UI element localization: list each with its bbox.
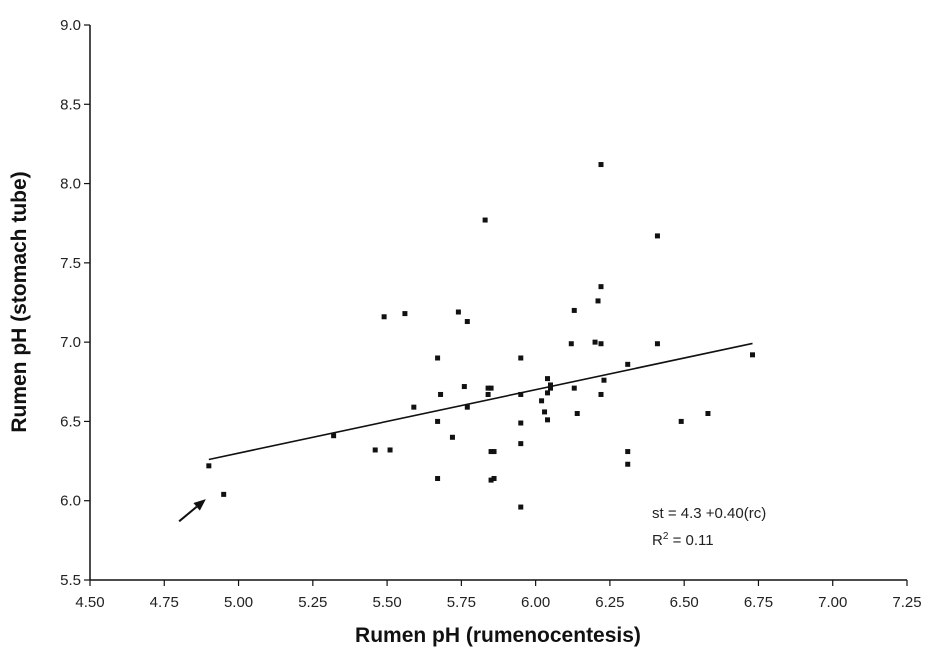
data-point (485, 391, 491, 397)
x-tick-label: 6.25 (595, 594, 624, 611)
r-squared-label: R2 = 0.11 (652, 531, 714, 549)
data-point (461, 384, 467, 390)
data-point (381, 314, 387, 320)
data-point (601, 377, 607, 383)
data-point (542, 409, 548, 415)
data-point (221, 491, 227, 497)
data-point (547, 385, 553, 391)
data-point (518, 504, 524, 510)
axes-group: 4.50 4.75 5.00 5.25 5.50 5.75 6.00 6.25 6.50 6.75… (60, 17, 921, 611)
data-point (705, 411, 711, 416)
r-squared-prefix: R (652, 532, 663, 549)
data-point (545, 390, 551, 396)
data-point (464, 404, 470, 410)
data-point (571, 307, 577, 313)
data-point (547, 382, 553, 388)
data-point (482, 217, 488, 223)
data-point (488, 449, 494, 455)
data-point (595, 298, 601, 304)
y-tick-label: 5.5 (60, 572, 81, 589)
data-point (625, 361, 631, 367)
y-tick-label: 8.5 (60, 96, 81, 113)
data-point (455, 309, 461, 315)
x-tick-label: 5.50 (372, 594, 401, 611)
data-point (518, 391, 524, 397)
x-tick-label: 5.25 (298, 594, 327, 611)
data-point (435, 476, 441, 482)
x-tick-label: 6.00 (521, 594, 550, 611)
data-point (545, 417, 551, 423)
data-point (598, 341, 604, 347)
regression-line (208, 342, 753, 461)
data-point (435, 418, 441, 424)
data-point (331, 433, 337, 439)
x-tick-label: 7.00 (818, 594, 847, 611)
data-point (518, 355, 524, 361)
data-point (654, 341, 660, 347)
x-tick-label: 4.50 (75, 594, 104, 611)
arrow-head-icon (193, 499, 206, 511)
data-point (598, 391, 604, 397)
r-squared-value: = 0.11 (668, 532, 713, 549)
y-axis-title: Rumen pH (stomach tube) (8, 171, 31, 432)
data-point (568, 341, 574, 347)
data-point (488, 385, 494, 391)
data-point (372, 447, 378, 453)
regression-equation: st = 4.3 +0.40(rc) (652, 505, 766, 522)
x-tick-label: 7.25 (892, 594, 921, 611)
data-point (485, 385, 491, 391)
y-tick-label: 9.0 (60, 17, 81, 34)
y-ticks-group: 5.5 6.0 6.5 7.0 7.5 8.0 8.5 9.0 (60, 17, 90, 589)
x-ticks-group: 4.50 4.75 5.00 5.25 5.50 5.75 6.00 6.25 6.50 6.75… (75, 580, 922, 611)
data-point (598, 162, 604, 168)
data-point (598, 284, 604, 290)
data-point (438, 391, 444, 397)
y-tick-label: 8.0 (60, 176, 81, 193)
r-squared-superscript: 2 (663, 531, 669, 542)
data-point (518, 420, 524, 426)
y-tick-label: 7.5 (60, 255, 81, 272)
data-point (411, 404, 417, 410)
data-point (625, 461, 631, 467)
data-point (206, 463, 212, 469)
data-point (545, 376, 551, 382)
data-point (402, 311, 408, 317)
data-point (654, 233, 660, 239)
data-point (491, 476, 497, 482)
data-point (435, 355, 441, 361)
data-point (518, 441, 524, 447)
x-tick-label: 5.75 (447, 594, 476, 611)
x-tick-label: 4.75 (150, 594, 179, 611)
y-tick-label: 6.5 (60, 413, 81, 430)
data-point (625, 449, 631, 455)
arrow-annotation (178, 506, 198, 523)
y-tick-label: 6.0 (60, 493, 81, 510)
data-point (539, 398, 545, 404)
data-point (571, 385, 577, 391)
x-tick-label: 5.00 (224, 594, 253, 611)
data-point (592, 339, 598, 345)
x-tick-label: 6.50 (670, 594, 699, 611)
data-point (678, 418, 684, 424)
data-points-group (206, 162, 756, 510)
data-point (491, 449, 497, 455)
y-tick-label: 7.0 (60, 334, 81, 351)
data-point (387, 447, 393, 453)
data-point (574, 411, 580, 416)
data-point (488, 477, 494, 483)
data-point (464, 319, 470, 325)
data-point (750, 352, 756, 358)
x-axis-title: Rumen pH (rumenocentesis) (355, 624, 641, 647)
x-tick-label: 6.75 (744, 594, 773, 611)
data-point (449, 434, 455, 440)
